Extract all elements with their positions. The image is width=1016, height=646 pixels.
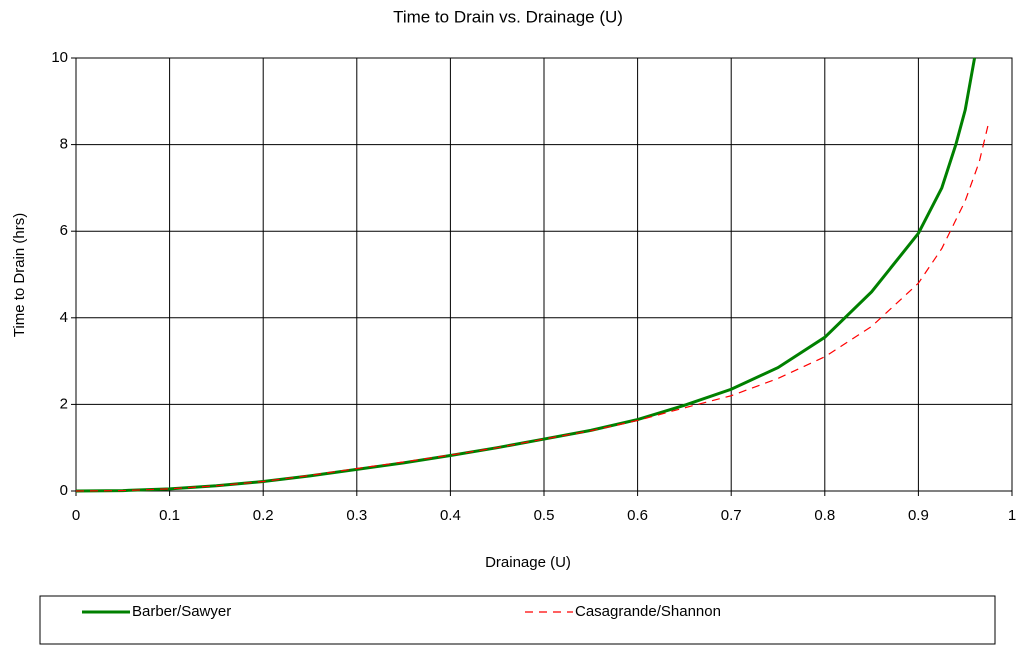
y-tick-label: 6 <box>60 222 68 239</box>
x-tick-label: 0.2 <box>253 507 274 524</box>
y-tick-label: 8 <box>60 136 68 153</box>
x-tick-label: 0.1 <box>159 507 180 524</box>
x-tick-label: 0.6 <box>627 507 648 524</box>
y-tick-label: 4 <box>60 309 68 326</box>
x-axis-label: Drainage (U) <box>485 554 571 571</box>
y-axis-label: Time to Drain (hrs) <box>11 213 28 337</box>
x-tick-label: 0.8 <box>814 507 835 524</box>
x-tick-label: 0.5 <box>534 507 555 524</box>
x-tick-label: 0.3 <box>346 507 367 524</box>
x-tick-label: 0 <box>72 507 80 524</box>
x-tick-label: 0.9 <box>908 507 929 524</box>
legend-label: Barber/Sawyer <box>132 603 231 620</box>
series-line <box>75 57 977 493</box>
series-line <box>75 122 990 492</box>
x-tick-label: 0.4 <box>440 507 461 524</box>
x-tick-label: 1 <box>1008 507 1016 524</box>
y-tick-label: 10 <box>51 49 68 66</box>
legend-label: Casagrande/Shannon <box>575 603 721 620</box>
legend-box <box>39 595 996 645</box>
chart-title: Time to Drain vs. Drainage (U) <box>393 7 623 26</box>
y-tick-label: 0 <box>60 482 68 499</box>
x-tick-label: 0.7 <box>721 507 742 524</box>
plot-border <box>75 57 1013 492</box>
y-tick-label: 2 <box>60 395 68 412</box>
